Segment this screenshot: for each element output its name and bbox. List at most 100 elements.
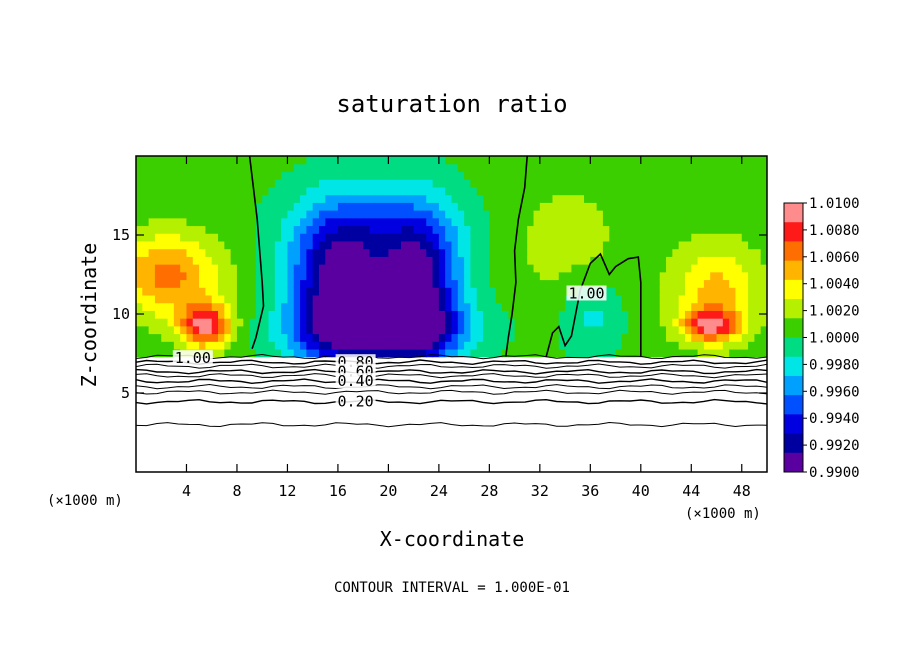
- field-cell: [508, 186, 516, 196]
- field-cell: [615, 256, 623, 265]
- field-cell: [173, 248, 181, 257]
- field-cell: [136, 217, 143, 227]
- field-cell: [716, 302, 724, 311]
- field-cell: [666, 179, 673, 188]
- field-cell: [350, 194, 358, 203]
- field-cell: [697, 318, 705, 327]
- field-cell: [167, 348, 175, 358]
- field-cell: [735, 233, 743, 242]
- field-cell: [628, 264, 636, 273]
- field-cell: [691, 294, 699, 304]
- field-cell: [628, 233, 636, 242]
- field-cell: [407, 287, 415, 296]
- field-cell: [192, 240, 200, 250]
- field-cell: [678, 333, 686, 342]
- field-cell: [154, 348, 162, 358]
- field-cell: [590, 194, 598, 203]
- field-cell: [318, 240, 326, 250]
- field-cell: [262, 233, 270, 242]
- field-cell: [382, 318, 389, 327]
- field-cell: [369, 318, 377, 327]
- isoline: [136, 368, 767, 375]
- field-cell: [596, 256, 604, 265]
- field-cell: [483, 163, 490, 173]
- field-cell: [678, 217, 686, 227]
- field-cell: [148, 186, 156, 196]
- field-cell: [293, 264, 301, 273]
- field-cell: [426, 156, 434, 165]
- field-cell: [375, 240, 383, 250]
- x-tick-label: 12: [278, 482, 296, 500]
- field-cell: [337, 225, 345, 234]
- field-cell: [565, 248, 572, 257]
- field-cell: [230, 163, 238, 173]
- field-cell: [609, 210, 617, 219]
- field-cell: [640, 210, 648, 219]
- field-cell: [602, 318, 610, 327]
- field-cell: [558, 348, 566, 358]
- field-cell: [577, 186, 585, 196]
- field-cell: [401, 271, 408, 281]
- field-cell: [571, 302, 579, 311]
- field-cell: [527, 179, 535, 188]
- field-cell: [684, 325, 692, 335]
- field-cell: [211, 264, 219, 273]
- field-cell: [615, 325, 623, 335]
- field-cell: [741, 248, 749, 257]
- field-cell: [621, 194, 629, 203]
- field-cell: [520, 264, 528, 273]
- field-cell: [287, 156, 295, 165]
- field-cell: [243, 210, 251, 219]
- field-cell: [729, 256, 737, 265]
- field-cell: [337, 264, 345, 273]
- field-cell: [539, 287, 547, 296]
- field-cell: [161, 202, 169, 211]
- field-cell: [703, 233, 711, 242]
- field-cell: [760, 240, 767, 250]
- field-cell: [653, 325, 661, 335]
- field-cell: [173, 210, 181, 219]
- field-cell: [312, 264, 320, 273]
- field-cell: [748, 256, 755, 265]
- field-cell: [300, 348, 307, 358]
- field-cell: [483, 217, 490, 227]
- field-cell: [735, 318, 743, 327]
- field-cell: [527, 202, 535, 211]
- field-cell: [571, 171, 579, 180]
- field-cell: [577, 240, 585, 250]
- field-cell: [741, 294, 749, 304]
- field-cell: [293, 179, 301, 188]
- field-cell: [312, 225, 320, 234]
- field-cell: [167, 186, 175, 196]
- field-cell: [489, 194, 497, 203]
- field-cell: [577, 341, 585, 350]
- field-cell: [539, 348, 547, 358]
- field-cell: [577, 171, 585, 180]
- field-cell: [312, 279, 320, 288]
- field-cell: [546, 318, 554, 327]
- field-cell: [318, 210, 326, 219]
- field-cell: [344, 217, 352, 227]
- field-cell: [161, 325, 169, 335]
- field-cell: [325, 318, 333, 327]
- field-cell: [684, 179, 692, 188]
- field-cell: [760, 287, 767, 296]
- field-cell: [716, 348, 724, 358]
- field-cell: [653, 287, 661, 296]
- field-cell: [684, 186, 692, 196]
- field-cell: [464, 310, 472, 319]
- field-cell: [230, 341, 238, 350]
- field-cell: [451, 225, 459, 234]
- field-cell: [199, 194, 207, 203]
- field-cell: [161, 194, 169, 203]
- field-cell: [268, 271, 276, 281]
- field-cell: [596, 325, 604, 335]
- field-cell: [154, 287, 162, 296]
- field-cell: [419, 318, 427, 327]
- field-cell: [388, 318, 396, 327]
- field-cell: [590, 240, 598, 250]
- field-cell: [565, 163, 572, 173]
- field-cell: [546, 233, 554, 242]
- field-cell: [684, 271, 692, 281]
- field-cell: [508, 302, 516, 311]
